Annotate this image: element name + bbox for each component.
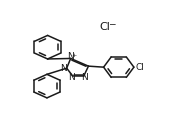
Text: N: N xyxy=(81,73,88,82)
Text: −: − xyxy=(108,20,115,29)
Text: +: + xyxy=(71,53,76,58)
Text: N: N xyxy=(60,64,67,73)
Text: N: N xyxy=(67,52,74,61)
Text: N: N xyxy=(68,73,75,82)
Text: Cl: Cl xyxy=(135,63,144,72)
Text: Cl: Cl xyxy=(99,22,110,32)
